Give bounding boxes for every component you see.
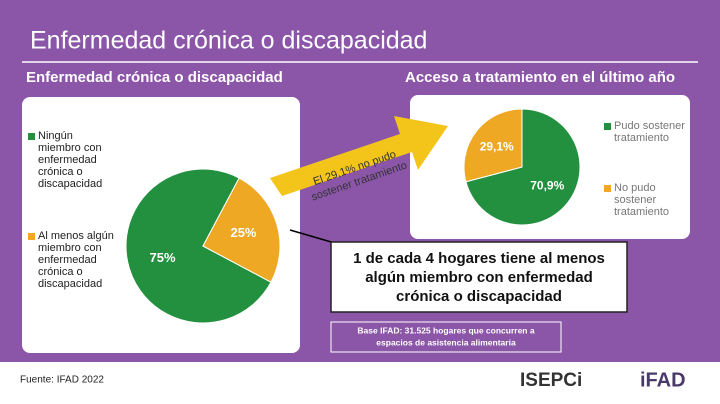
legend-item: Al menos algún miembro con enfermedad cr… — [28, 230, 116, 290]
callout-text: crónica o discapacidad — [396, 288, 562, 305]
logo: ISEPCi — [520, 370, 582, 391]
pie-slice — [202, 177, 281, 283]
logo: iFAD — [640, 369, 686, 391]
data-label: 29,1% — [480, 140, 514, 154]
legend-label: Pudo sostener tratamiento — [614, 120, 685, 144]
legend-swatch — [28, 233, 35, 240]
legend-item: Pudo sostener tratamiento — [604, 120, 694, 144]
note-box — [330, 321, 562, 353]
data-label: 70,9% — [530, 179, 564, 193]
base-note: Base IFAD: 31.525 hogares que concurren … — [357, 325, 534, 335]
legend-label: Ningún miembro con enfermedad crónica o … — [38, 130, 103, 190]
pie-slice — [465, 108, 581, 226]
legend-item: No pudo sostener tratamiento — [604, 182, 694, 218]
legend-label: Al menos algún miembro con enfermedad cr… — [38, 230, 114, 290]
callout-text: algún miembro con enfermedad — [365, 269, 593, 286]
data-label: 75% — [149, 250, 175, 265]
chart-title: Enfermedad crónica o discapacidad — [26, 69, 283, 86]
source: Fuente: IFAD 2022 — [20, 375, 104, 386]
legend-swatch — [604, 185, 611, 192]
footer — [0, 362, 720, 404]
legend-swatch — [604, 123, 611, 130]
callout-text: 1 de cada 4 hogares tiene al menos — [353, 250, 605, 267]
legend-swatch — [28, 133, 35, 140]
callout-box — [330, 241, 628, 313]
legend-label: No pudo sostener tratamiento — [614, 182, 670, 218]
arrow — [270, 116, 448, 196]
base-note: espacios de asistencia alimentaria — [376, 337, 516, 347]
legend-item: Ningún miembro con enfermedad crónica o … — [28, 130, 116, 190]
data-label: 25% — [230, 225, 256, 240]
pie-slice — [463, 108, 523, 183]
chart-title: Acceso a tratamiento en el último año — [405, 69, 675, 86]
pie-slice — [125, 168, 272, 324]
slide-title: Enfermedad crónica o discapacidad — [30, 27, 427, 55]
